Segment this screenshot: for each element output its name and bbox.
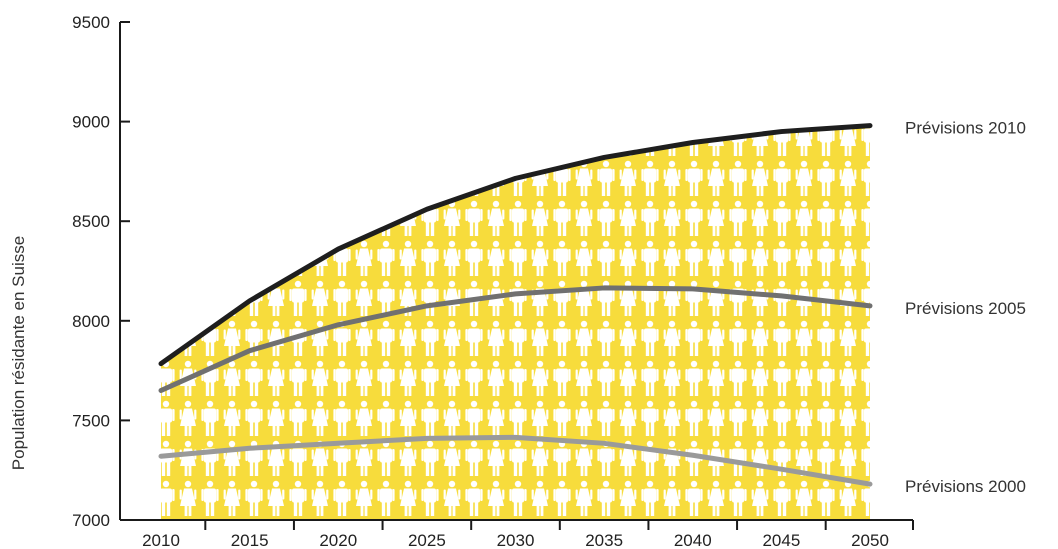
population-fill-area xyxy=(161,125,870,521)
y-tick-label: 7500 xyxy=(72,411,110,430)
x-tick-label: 2015 xyxy=(231,531,269,549)
y-axis-label: Population résidante en Suisse xyxy=(9,236,28,470)
y-tick-label: 9500 xyxy=(72,13,110,32)
x-tick-label: 2040 xyxy=(674,531,712,549)
y-tick-label: 7000 xyxy=(72,511,110,530)
x-tick-label: 2030 xyxy=(497,531,535,549)
axes: 7000 7500 8000 8500 9000 9500 2010 2015 2020 202… xyxy=(72,13,914,549)
x-tick-label: 2050 xyxy=(851,531,889,549)
series-labels: Prévisions 2010 Prévisions 2005 Prévisions… xyxy=(905,119,1026,497)
y-tick-label: 8000 xyxy=(72,312,110,331)
series-label-prevision-2000: Prévisions 2000 xyxy=(905,477,1026,496)
series-label-prevision-2010: Prévisions 2010 xyxy=(905,119,1026,138)
x-axis-ticks: 2010 2015 2020 2025 2030 2035 2040 2045 2050 xyxy=(142,520,914,549)
series-lines xyxy=(158,123,873,487)
x-tick-label: 2025 xyxy=(408,531,446,549)
x-tick-label: 2010 xyxy=(142,531,180,549)
series-label-prevision-2005: Prévisions 2005 xyxy=(905,299,1026,318)
x-tick-label: 2035 xyxy=(585,531,623,549)
x-tick-label: 2020 xyxy=(319,531,357,549)
y-axis-ticks: 7000 7500 8000 8500 9000 9500 xyxy=(72,13,130,530)
y-tick-label: 9000 xyxy=(72,113,110,132)
x-tick-label: 2045 xyxy=(762,531,800,549)
y-tick-label: 8500 xyxy=(72,212,110,231)
